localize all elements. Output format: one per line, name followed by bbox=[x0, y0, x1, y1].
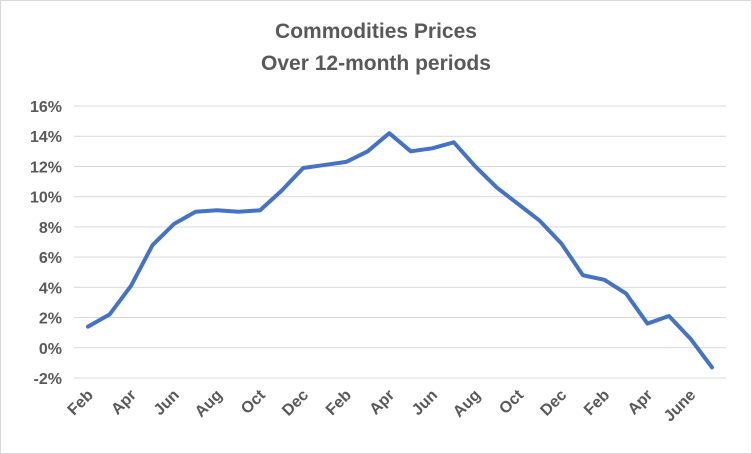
y-tick-label: 6% bbox=[39, 250, 62, 267]
y-tick-label: 0% bbox=[39, 341, 62, 358]
y-tick-label: 2% bbox=[39, 311, 62, 328]
y-tick-label: 12% bbox=[30, 159, 62, 176]
x-tick-label: Dec bbox=[537, 387, 570, 420]
x-tick-label: Jun bbox=[151, 387, 183, 419]
chart-subtitle: Over 12-month periods bbox=[261, 52, 491, 75]
x-tick-label: Aug bbox=[192, 387, 226, 421]
series-line bbox=[86, 131, 714, 370]
x-tick-label: June bbox=[661, 387, 699, 425]
gridlines bbox=[74, 105, 726, 379]
x-tick-label: Feb bbox=[323, 387, 355, 419]
x-tick-label: Feb bbox=[65, 387, 97, 419]
y-tick-label: 8% bbox=[39, 220, 62, 237]
x-tick-label: Oct bbox=[238, 386, 269, 417]
x-axis-ticks: Feb Apr Jun Aug Oct Dec Feb Apr Jun Aug Oct Dec Feb A… bbox=[65, 386, 700, 425]
chart-title: Commodities Prices bbox=[275, 20, 477, 43]
x-tick-label: Oct bbox=[496, 386, 527, 417]
y-tick-label: 16% bbox=[30, 99, 62, 116]
x-tick-label: Dec bbox=[279, 387, 312, 420]
y-tick-label: 4% bbox=[39, 280, 62, 297]
y-tick-label: 10% bbox=[30, 190, 62, 207]
x-tick-label: Jun bbox=[409, 387, 441, 419]
series-layer bbox=[86, 131, 714, 370]
y-axis-ticks: -2% 0% 2% 4% 6% 8% 10% 12% 14% 16% bbox=[30, 99, 62, 388]
x-tick-label: Apr bbox=[108, 387, 140, 419]
x-tick-label: Feb bbox=[581, 387, 613, 419]
x-tick-label: Aug bbox=[450, 387, 484, 421]
x-tick-label: Apr bbox=[367, 387, 399, 419]
y-tick-label: -2% bbox=[34, 371, 62, 388]
y-tick-label: 14% bbox=[30, 129, 62, 146]
x-tick-label: Apr bbox=[625, 387, 657, 419]
